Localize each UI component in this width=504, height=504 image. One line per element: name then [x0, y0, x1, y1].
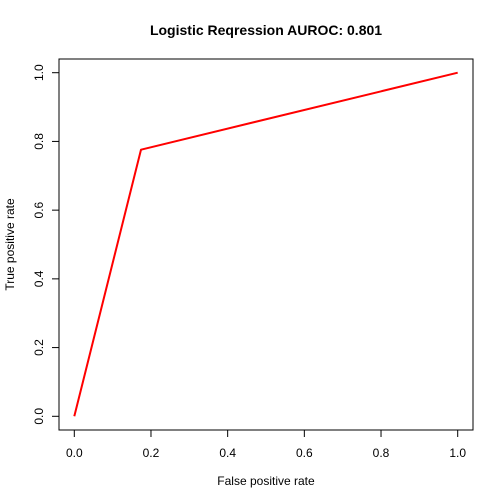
- x-tick-label: 0.6: [296, 446, 313, 460]
- x-tick-label: 0.4: [219, 446, 236, 460]
- x-axis-label: False positive rate: [217, 474, 315, 488]
- chart-title: Logistic Reqression AUROC: 0.801: [150, 22, 382, 38]
- roc-curve-line: [73, 71, 458, 417]
- series-layer: [73, 71, 458, 417]
- y-tick-label: 0.6: [32, 201, 46, 218]
- y-tick-label: 0.8: [32, 133, 46, 150]
- x-tick-label: 1.0: [449, 446, 466, 460]
- x-tick-label: 0.0: [66, 446, 83, 460]
- plot-frame: [58, 58, 474, 431]
- y-tick-label: 0.4: [32, 270, 46, 287]
- x-axis: 0.0 0.2 0.4 0.6 0.8 1.0: [66, 429, 466, 460]
- y-axis-label: True positive rate: [3, 198, 17, 291]
- x-tick-label: 0.2: [143, 446, 160, 460]
- y-tick-label: 1.0: [32, 64, 46, 81]
- x-tick-label: 0.8: [373, 446, 390, 460]
- y-tick-label: 0.2: [32, 339, 46, 356]
- y-axis: 0.0 0.2 0.4 0.6 0.8 1.0: [32, 64, 60, 425]
- y-tick-label: 0.0: [32, 408, 46, 425]
